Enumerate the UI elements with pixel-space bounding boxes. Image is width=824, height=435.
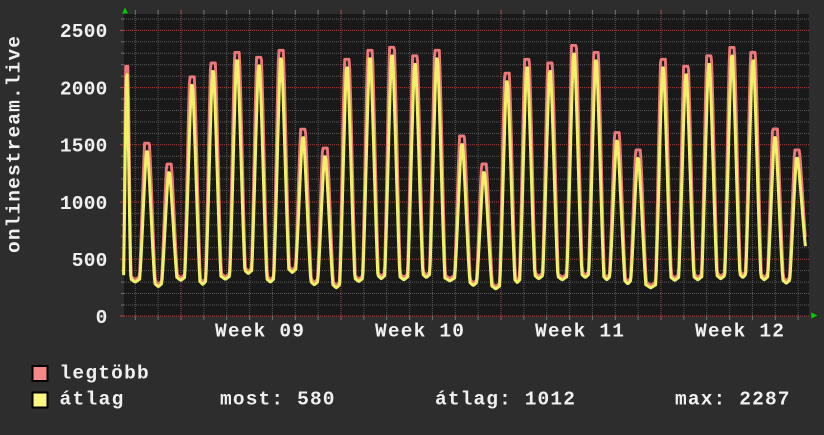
- svg-text:Week 10: Week 10: [375, 321, 464, 343]
- svg-text:2500: 2500: [60, 21, 107, 43]
- svg-text:2000: 2000: [60, 78, 107, 100]
- svg-text:onlinestream.live: onlinestream.live: [4, 36, 26, 253]
- svg-text:0: 0: [96, 307, 108, 329]
- svg-text:1500: 1500: [60, 136, 107, 158]
- svg-text:most: 580: most: 580: [220, 389, 335, 411]
- svg-text:legtöbb: legtöbb: [60, 363, 149, 385]
- svg-text:átlag: 1012: átlag: 1012: [435, 389, 575, 411]
- svg-text:Week 11: Week 11: [535, 321, 624, 343]
- svg-text:átlag: átlag: [60, 389, 124, 411]
- svg-text:500: 500: [72, 250, 108, 272]
- svg-text:max: 2287: max: 2287: [675, 389, 790, 411]
- svg-text:1000: 1000: [60, 193, 107, 215]
- svg-text:Week 12: Week 12: [695, 321, 784, 343]
- svg-text:Week 09: Week 09: [215, 321, 304, 343]
